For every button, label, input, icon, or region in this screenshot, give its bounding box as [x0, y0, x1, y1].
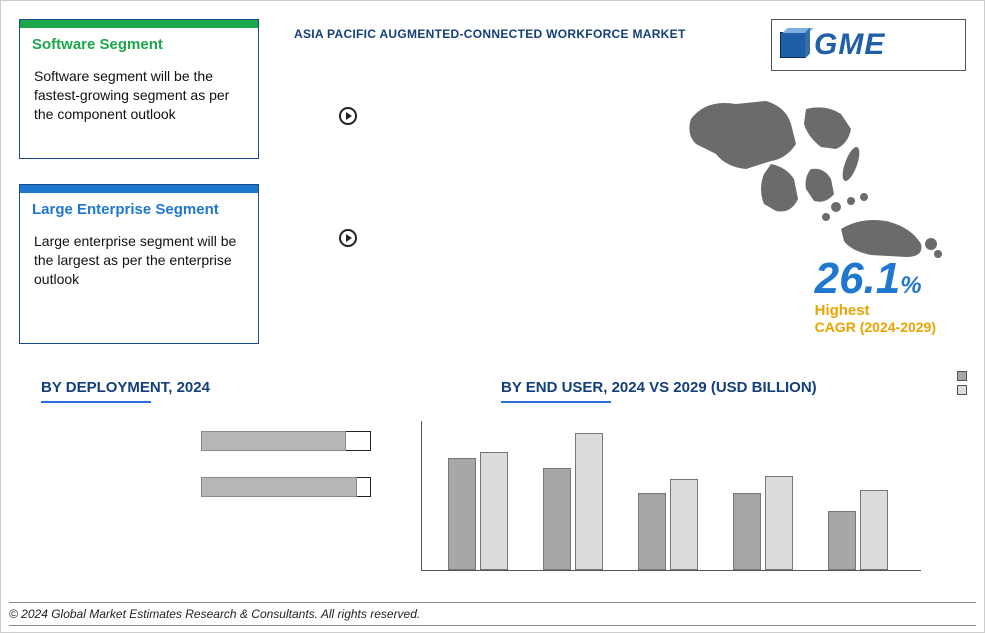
enduser-legend [957, 371, 971, 399]
enduser-chart [421, 401, 941, 591]
copyright-text: © 2024 Global Market Estimates Research … [9, 607, 976, 626]
enduser-bar-2024 [828, 511, 856, 570]
segment-title: Software Segment [20, 28, 258, 57]
logo-box: GME [771, 19, 966, 71]
segment-card-software: Software Segment Software segment will b… [19, 19, 259, 159]
segment-card-enterprise: Large Enterprise Segment Large enterpris… [19, 184, 259, 344]
deployment-section-title: BY DEPLOYMENT, 2024 [41, 379, 210, 396]
segment-body: Software segment will be the fastest-gro… [20, 57, 258, 136]
cagr-pct: % [900, 272, 921, 299]
main-title: ASIA PACIFIC AUGMENTED-CONNECTED WORKFOR… [294, 27, 686, 41]
enduser-bar-2024 [638, 493, 666, 570]
top-section: Software Segment Software segment will b… [19, 19, 966, 359]
cagr-value: 26.1 [815, 254, 901, 304]
enduser-bar-2029 [860, 490, 888, 570]
deployment-row [41, 477, 371, 501]
chevron-circle-icon [339, 107, 357, 125]
infographic-container: Software Segment Software segment will b… [0, 0, 985, 633]
enduser-bar-2029 [480, 452, 508, 570]
deployment-row [41, 431, 371, 455]
legend-item [957, 371, 971, 381]
footer: © 2024 Global Market Estimates Research … [9, 602, 976, 626]
enduser-bar-2029 [765, 476, 793, 570]
enduser-plot [421, 421, 921, 571]
enduser-section-title: BY END USER, 2024 VS 2029 (USD BILLION) [501, 379, 817, 396]
segment-bar [20, 185, 258, 193]
chevron-circle-icon [339, 229, 357, 247]
enduser-bar-2024 [733, 493, 761, 570]
cagr-block: 26.1% Highest CAGR (2024-2029) [815, 254, 936, 335]
enduser-bar-2029 [670, 479, 698, 570]
segment-body: Large enterprise segment will be the lar… [20, 222, 258, 301]
segment-bar [20, 20, 258, 28]
deployment-underline [41, 401, 151, 403]
legend-swatch [957, 371, 967, 381]
deployment-bar-fill [201, 477, 357, 497]
asia-pacific-map [676, 89, 956, 259]
enduser-bar-2024 [448, 458, 476, 571]
map-svg [676, 89, 956, 259]
enduser-bar-2024 [543, 468, 571, 570]
deployment-chart [41, 431, 371, 551]
segment-title: Large Enterprise Segment [20, 193, 258, 222]
deployment-bar-fill [201, 431, 346, 451]
cagr-label-highest: Highest [815, 302, 936, 319]
logo-cube-icon [780, 32, 806, 58]
enduser-bar-2029 [575, 433, 603, 570]
legend-item [957, 385, 971, 395]
cagr-label-period: CAGR (2024-2029) [815, 319, 936, 335]
legend-swatch [957, 385, 967, 395]
logo-text: GME [814, 28, 885, 62]
